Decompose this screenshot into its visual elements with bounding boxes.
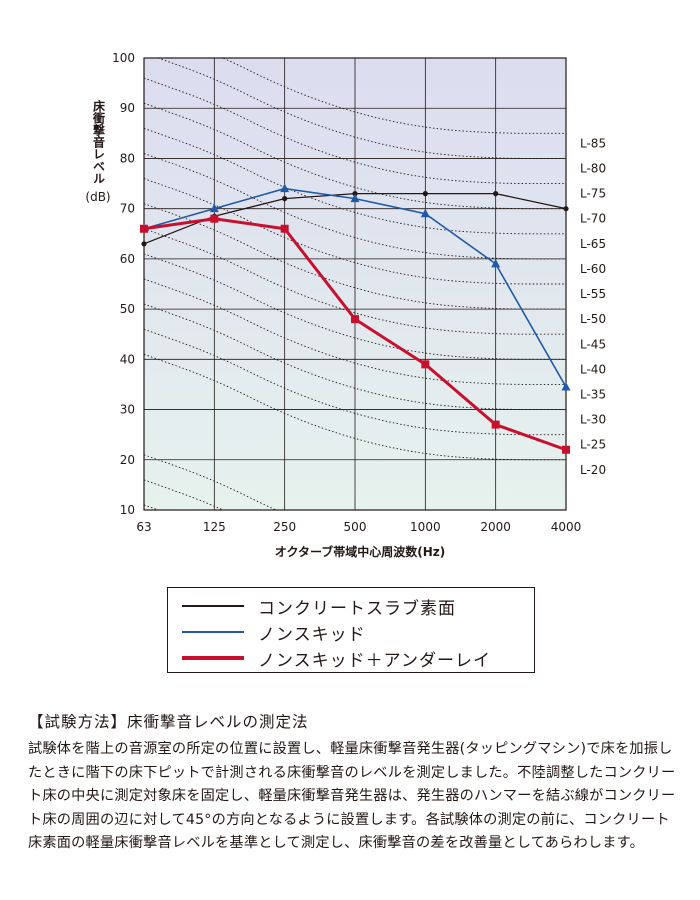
y-tick-label: 40 [120, 352, 135, 366]
data-point [282, 196, 288, 202]
reference-curve [144, 203, 566, 310]
x-tick-label: 1000 [410, 520, 441, 534]
reference-curve [144, 303, 566, 411]
legend-item-nonskid: ノンスキッド [182, 619, 534, 645]
reference-curve-label: L-85 [580, 136, 606, 150]
legend: コンクリートスラブ素面 ノンスキッド ノンスキッド＋アンダーレイ [167, 587, 535, 673]
data-point [422, 191, 428, 197]
plot-frame [143, 57, 567, 511]
data-series [139, 183, 571, 454]
reference-curve [144, 454, 278, 510]
data-point [491, 258, 501, 268]
reference-curve [144, 102, 566, 210]
data-point [421, 360, 430, 369]
data-point [140, 224, 148, 233]
y-tick-label: 10 [120, 503, 135, 517]
reference-curve [144, 228, 566, 335]
reference-curve [144, 77, 566, 185]
reference-curve [156, 58, 566, 159]
legend-swatch-concrete [182, 605, 244, 607]
reference-curve-label: L-40 [580, 362, 606, 376]
reference-curve-label: L-50 [580, 312, 606, 326]
legend-swatch-nonskid-underlay [182, 656, 244, 660]
reference-curve [221, 58, 566, 134]
legend-item-concrete: コンクリートスラブ素面 [182, 593, 534, 619]
y-tick-label: 90 [120, 101, 135, 115]
legend-swatch-nonskid [182, 631, 244, 633]
x-axis-label: オクターブ帯域中心周波数(Hz) [274, 545, 446, 559]
data-point [209, 203, 219, 213]
grid [144, 58, 566, 510]
reference-curve-label: L-80 [580, 161, 606, 175]
y-axis-title: 床衝撃音レベル (dB) [78, 100, 118, 205]
reference-curve-label: L-25 [580, 438, 606, 452]
data-point [350, 193, 360, 203]
reference-curve [144, 253, 566, 360]
data-point [351, 315, 359, 324]
reference-curve-label: L-55 [580, 287, 606, 301]
data-point [562, 445, 570, 454]
reference-curve [144, 278, 566, 385]
y-axis-unit: (dB) [85, 190, 111, 204]
reference-curves [144, 58, 566, 510]
y-tick-label: 60 [120, 252, 135, 266]
x-tick-label: 500 [344, 520, 367, 534]
data-point [210, 214, 219, 223]
x-tick-label: 125 [203, 520, 226, 534]
y-tick-label: 30 [120, 403, 135, 417]
data-point [563, 206, 569, 212]
data-point [280, 183, 290, 193]
y-tick-label: 70 [120, 202, 135, 216]
reference-curve-label: L-60 [580, 262, 606, 276]
x-tick-label: 4000 [551, 520, 582, 534]
data-point [141, 241, 147, 247]
x-tick-label: 2000 [480, 520, 511, 534]
y-tick-label: 100 [112, 51, 135, 65]
y-tick-label: 20 [120, 453, 135, 467]
reference-curve [144, 328, 566, 436]
y-axis-label: 床衝撃音レベル [91, 100, 106, 184]
data-point [352, 191, 358, 197]
x-tick-label: 63 [136, 520, 151, 534]
legend-label-concrete: コンクリートスラブ素面 [258, 598, 456, 619]
legend-item-nonskid-underlay: ノンスキッド＋アンダーレイ [182, 645, 534, 671]
data-point [561, 381, 571, 391]
legend-label-nonskid: ノンスキッド [258, 624, 366, 645]
data-point [420, 208, 430, 218]
data-point [280, 224, 289, 233]
data-point [491, 420, 500, 429]
x-tick-label: 250 [273, 520, 296, 534]
y-axis: 100 90 80 70 60 50 40 30 20 10 [112, 51, 135, 517]
reference-curve-label: L-45 [580, 337, 606, 351]
legend-label-nonskid-underlay: ノンスキッド＋アンダーレイ [258, 650, 491, 671]
x-axis: 63 125 250 500 1000 2000 4000 [136, 520, 581, 534]
reference-curve-label: L-20 [580, 463, 606, 477]
reference-curve-label: L-70 [580, 212, 606, 226]
data-point [493, 191, 499, 197]
reference-curve-label: L-35 [580, 387, 606, 401]
reference-curve-labels: L-85 L-80 L-75 L-70 L-65 L-60 L-55 L-50 L-45 L-40… [580, 136, 606, 476]
reference-curve [144, 127, 566, 235]
reference-curve [144, 178, 566, 285]
reference-curve-label: L-30 [580, 413, 606, 427]
reference-curve-label: L-75 [580, 187, 606, 201]
y-tick-label: 50 [120, 302, 135, 316]
reference-curve-label: L-65 [580, 237, 606, 251]
section-title: 【試験方法】床衝撃音レベルの測定法 [28, 713, 309, 731]
y-tick-label: 80 [120, 151, 135, 165]
body-text: 試験体を階上の音源室の所定の位置に設置し、軽量床衝撃音発生器(タッピングマシン)… [28, 741, 676, 851]
reference-curve [144, 353, 566, 461]
chart: 100 90 80 70 60 50 40 30 20 10 63 125 250 500 1000 200… [112, 51, 606, 534]
reference-curve [144, 152, 566, 260]
